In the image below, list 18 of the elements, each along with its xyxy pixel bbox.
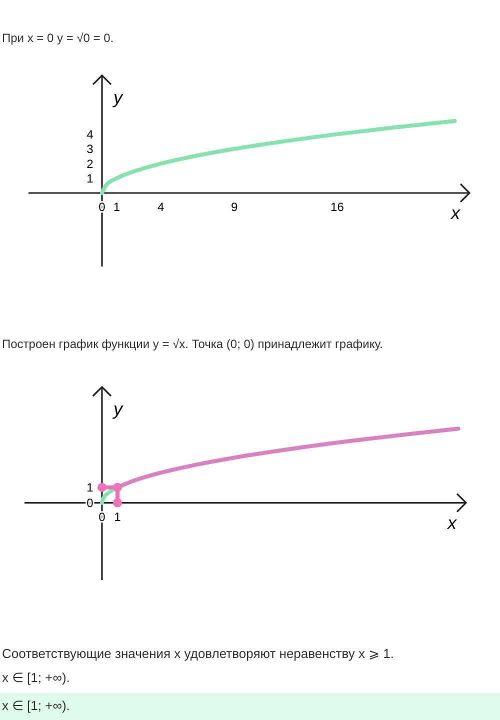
x-axis-title: x <box>446 512 458 533</box>
y-tick-label: 3 <box>86 142 94 156</box>
x-tick-label: 1 <box>113 200 120 214</box>
x-tick-label: 4 <box>157 200 164 214</box>
y-tick-label: 4 <box>86 127 94 142</box>
x-axis-title: x <box>450 203 461 223</box>
chart-title: Построен график функции y = √x. Точка (0; 0) принадлежит графику. <box>2 337 383 351</box>
x-tick-label: 16 <box>330 200 344 214</box>
text: Соответствующие значения x удовлетворяют неравенству x ⩾ 1. <box>2 646 394 661</box>
y-tick-label: 2 <box>86 156 94 171</box>
y-tick-label: 1 <box>86 480 94 495</box>
y-axis-title: y <box>111 399 124 419</box>
y-tick-label: 1 <box>86 172 94 186</box>
text: x ∈ [1; +∞). <box>2 698 70 713</box>
chart-title: При x = 0 y = √0 = 0. <box>2 31 114 45</box>
text: x ∈ [1; +∞). <box>2 670 70 685</box>
y-axis-title: y <box>112 87 124 108</box>
x-tick-label: 9 <box>230 200 238 214</box>
